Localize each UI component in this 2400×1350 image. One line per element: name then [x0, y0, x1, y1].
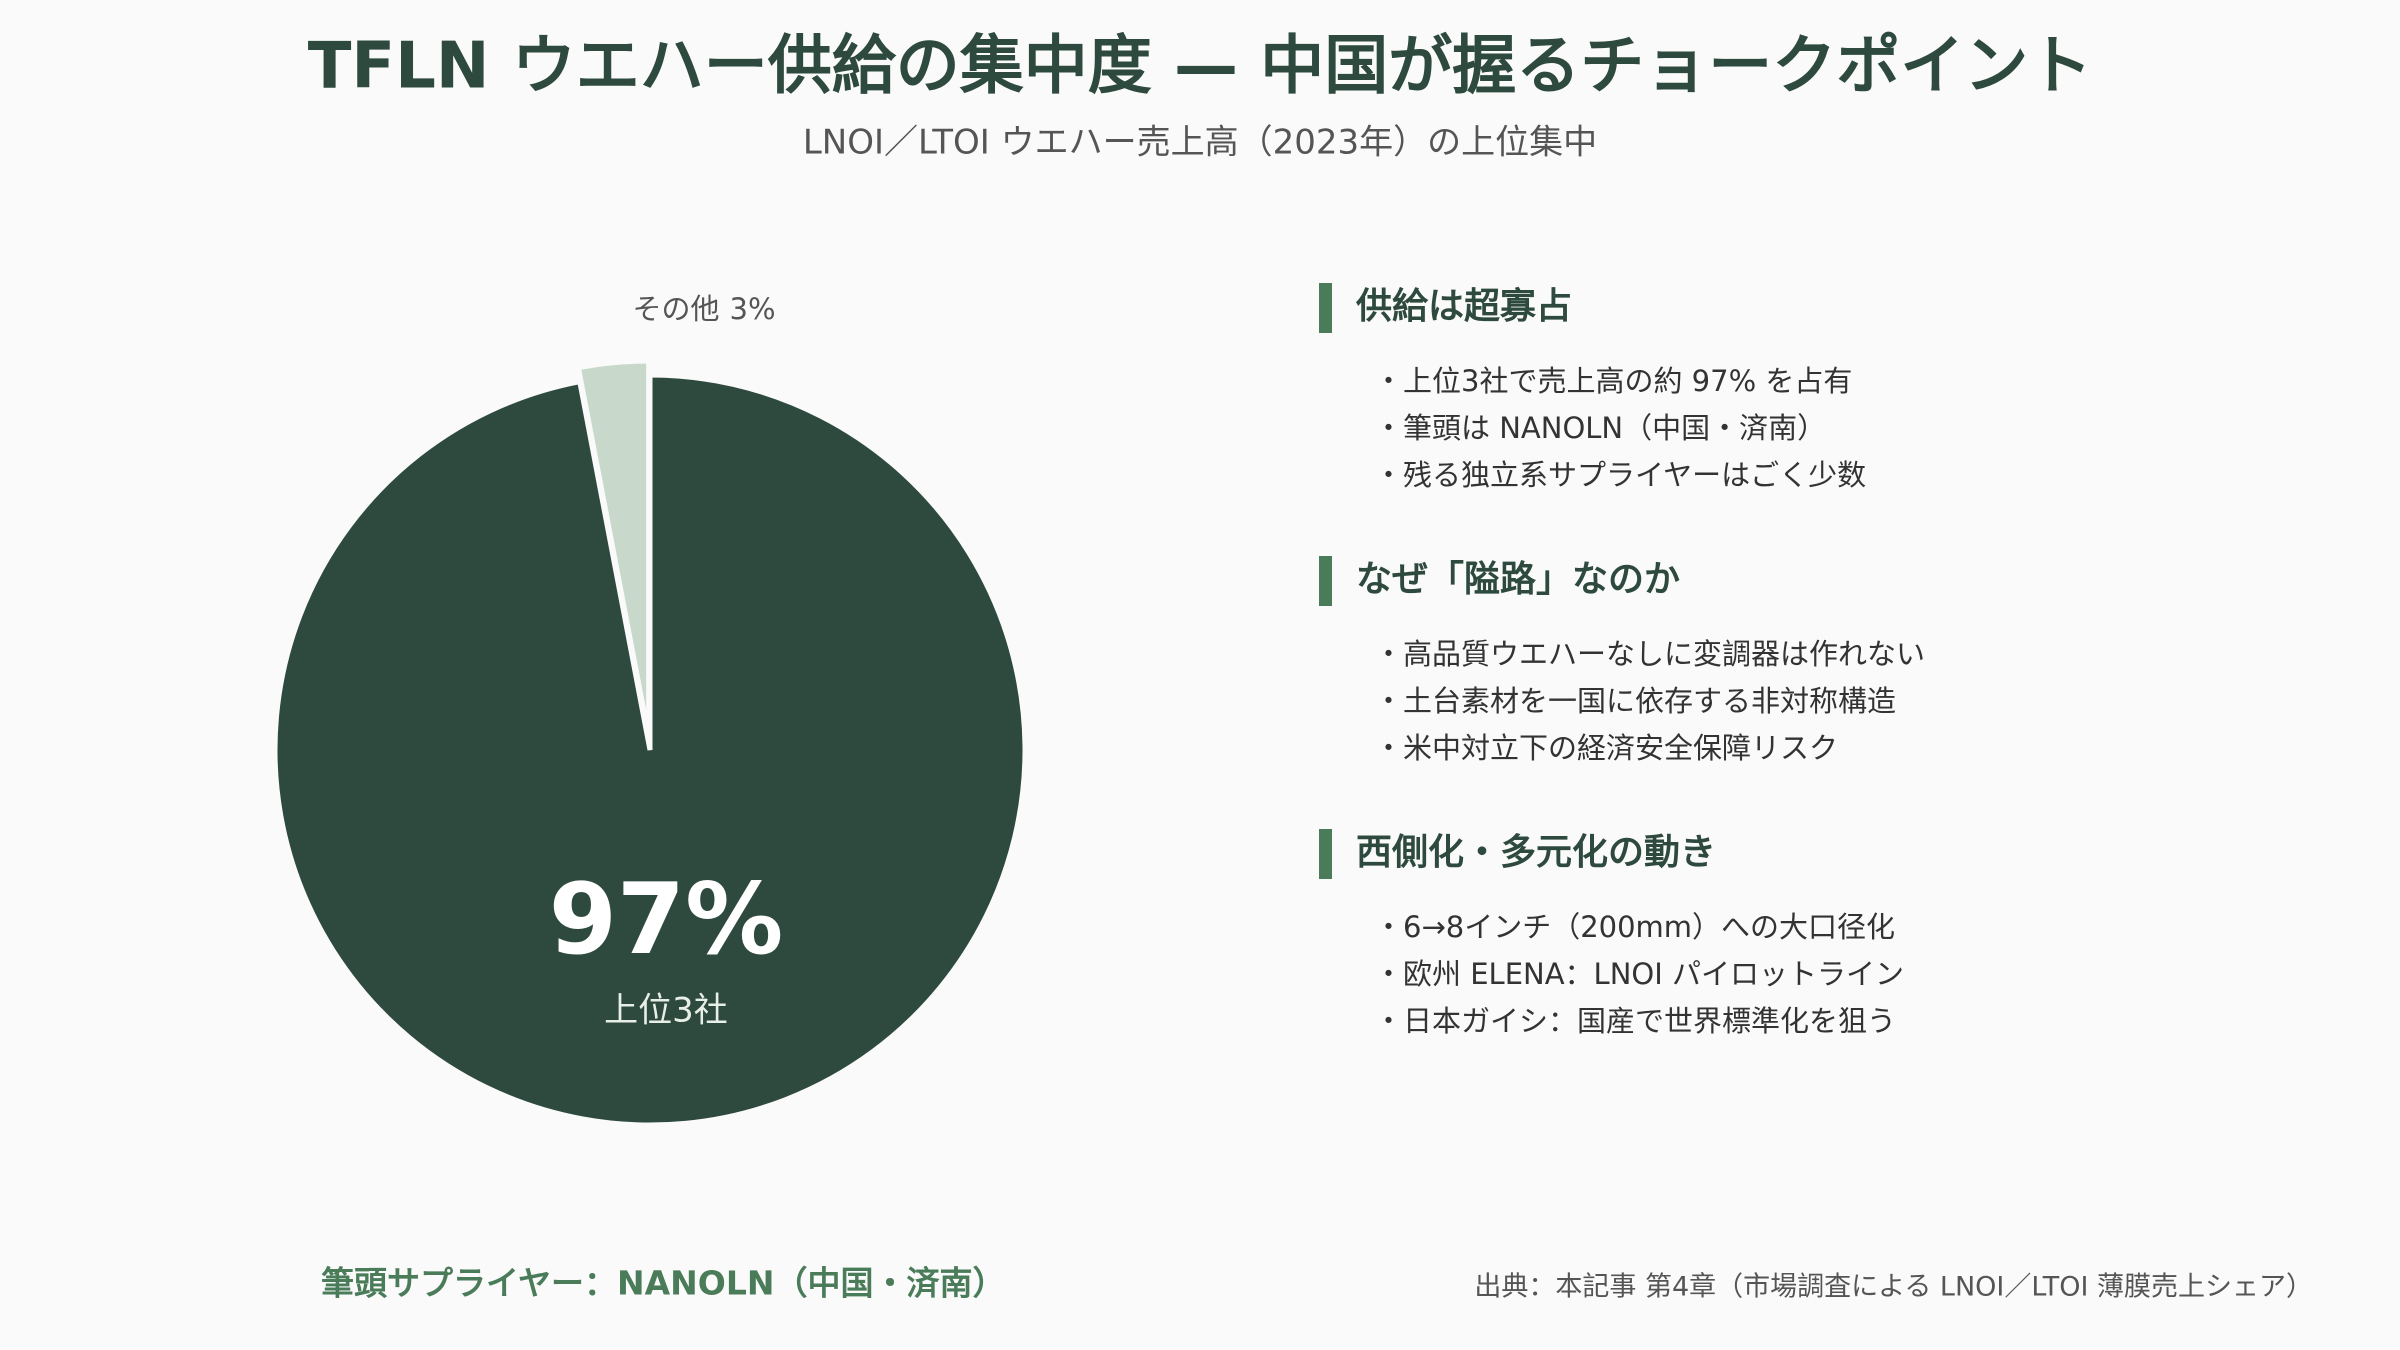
footer-source: 出典：本記事 第4章（市場調査による LNOI／LTOI 薄膜売上シェア） [1474, 1272, 2313, 1303]
section-item: ・残る独立系サプライヤーはごく少数 [1374, 458, 1866, 492]
section-item: ・6→8インチ（200mm）への大口径化 [1374, 910, 1895, 944]
pie-slice [575, 358, 652, 737]
section-item: ・筆頭は NANOLN（中国・済南） [1374, 411, 1826, 445]
section-heading: 供給は超寡占 [1356, 286, 1572, 327]
value-label: 97% [549, 863, 784, 977]
chart-title: TFLN ウエハー供給の集中度 — 中国が握るチョークポイント [308, 30, 2093, 104]
category-label: 上位3社 [604, 991, 728, 1031]
value-label: 3% [730, 292, 776, 326]
slice-label: その他 3% [632, 292, 775, 326]
category-label: その他 [632, 292, 719, 326]
section-item: ・高品質ウエハーなしに変調器は作れない [1374, 637, 1925, 671]
section-item: ・米中対立下の経済安全保障リスク [1374, 731, 1838, 765]
section-item: ・上位3社で売上高の約 97% を占有 [1374, 364, 1852, 398]
section-item: ・日本ガイシ：国産で世界標準化を狙う [1374, 1004, 1896, 1038]
section-heading: 西側化・多元化の動き [1356, 832, 1716, 873]
footer-note: 筆頭サプライヤー：NANOLN（中国・済南） [321, 1264, 1006, 1303]
section-item: ・土台素材を一国に依存する非対称構造 [1374, 684, 1896, 718]
pie-slice [272, 372, 1028, 1128]
heading-bar [1319, 556, 1332, 606]
heading-bar [1319, 283, 1332, 333]
heading-bar [1319, 829, 1332, 879]
section-heading: なぜ「隘路」なのか [1356, 559, 1680, 600]
chart-subtitle: LNOI／LTOI ウエハー売上高（2023年）の上位集中 [803, 123, 1597, 163]
section-item: ・欧州 ELENA：LNOI パイロットライン [1374, 957, 1904, 991]
